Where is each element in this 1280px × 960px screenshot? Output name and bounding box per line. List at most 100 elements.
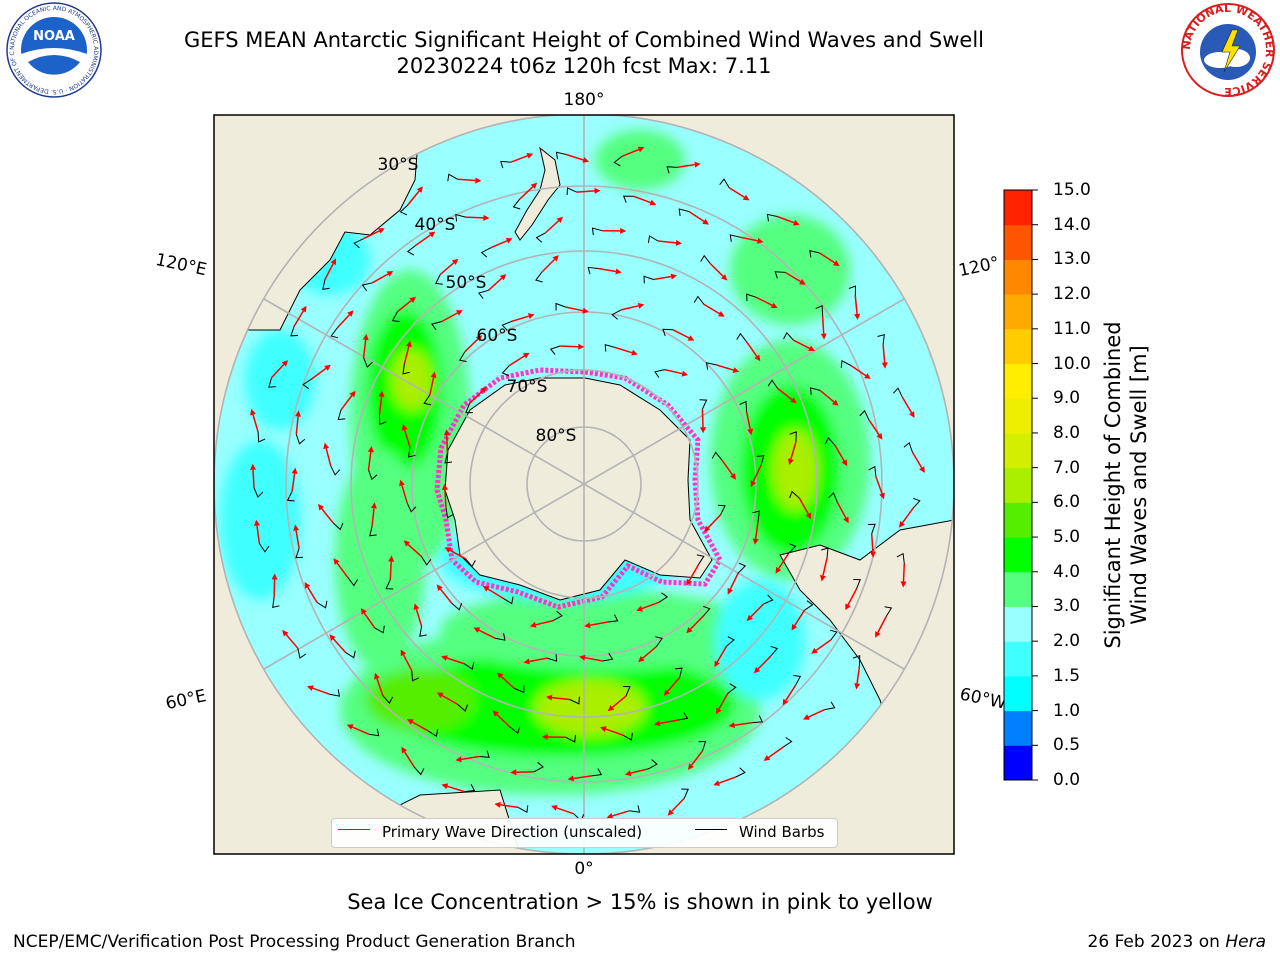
wave-arrow-head (324, 364, 331, 371)
wave-arrow (589, 621, 608, 626)
colorbar-segment (1004, 606, 1032, 642)
wave-arrow-head (879, 492, 885, 500)
wind-barb (535, 271, 543, 283)
colorbar-segment (1004, 224, 1032, 260)
nws-logo-icon: NATIONAL WEATHER SERVICE (1180, 2, 1276, 98)
wind-barb (509, 726, 521, 735)
colorbar-segment (1004, 398, 1032, 434)
wave-arrow (401, 485, 408, 503)
wind-barb (711, 451, 723, 461)
wave-arrow-head (250, 408, 256, 416)
wind-barb (824, 701, 836, 711)
wave-arrow (457, 178, 476, 182)
wave-arrow (565, 306, 584, 312)
wave-arrow-head (615, 268, 622, 275)
colorbar-tick-label: 0.5 (1053, 735, 1081, 756)
wave-arrow (688, 210, 705, 223)
wave-arrow-head (694, 161, 701, 168)
wind-barb (828, 492, 838, 503)
wave-arrow-head (529, 621, 537, 628)
wave-arrow-head (250, 463, 256, 470)
wind-barb (316, 600, 328, 609)
wave-arrow-head (714, 660, 720, 668)
wave-arrow (672, 329, 690, 339)
colorbar-segment (1004, 641, 1032, 677)
wave-arrow-head (716, 707, 722, 715)
chart-title: GEFS MEAN Antarctic Significant Height o… (183, 28, 985, 52)
wave-arrow (415, 234, 431, 247)
wave-arrow (790, 441, 797, 460)
wave-arrow-head (367, 446, 374, 453)
wave-arrow (478, 629, 496, 639)
wave-arrow-head (637, 302, 645, 309)
wave-arrow-head (307, 685, 314, 691)
wave-arrow-head (475, 335, 483, 342)
wave-arrow-head (360, 608, 367, 615)
wave-arrow-head (730, 473, 736, 480)
colorbar-segment (1004, 467, 1032, 503)
wave-arrow (429, 377, 435, 396)
wind-barb (677, 712, 689, 721)
wave-arrow-head (551, 805, 558, 811)
wave-arrow-head (637, 146, 645, 153)
wave-arrow-head (728, 722, 735, 729)
meridian-label-60w: 60°W (958, 684, 1008, 713)
wave-arrow (389, 561, 392, 580)
wind-barb (756, 455, 765, 466)
wave-arrow (519, 186, 534, 200)
wave-arrow-head (687, 763, 694, 770)
wave-arrow-head (349, 390, 356, 398)
wind-barb (643, 275, 654, 284)
wave-arrow-head (742, 194, 750, 201)
wave-arrow (490, 240, 508, 249)
map-frame (213, 114, 955, 855)
wind-barb (622, 686, 631, 697)
wave-arrow-head (323, 442, 330, 450)
colorbar-tick-label: 5.0 (1053, 527, 1081, 548)
wave-arrow-head (620, 227, 627, 234)
wave-arrow (868, 419, 880, 436)
wind-barb (591, 768, 603, 777)
wave-arrow (573, 775, 592, 780)
antarctica-land (444, 377, 713, 601)
wave-arrow (403, 346, 410, 365)
wave-arrow-head (293, 524, 300, 531)
wave-arrow (444, 489, 447, 508)
wind-barb (295, 548, 304, 559)
wind-barb (566, 187, 577, 196)
wind-barb (789, 490, 800, 499)
wave-arrow (834, 444, 845, 462)
wind-barb (382, 695, 394, 704)
wave-arrow (785, 684, 797, 701)
wave-arrow (256, 525, 261, 544)
colorbar-segment (1004, 571, 1032, 607)
wave-arrow (439, 262, 455, 276)
wave-arrow (620, 305, 639, 311)
wave-arrow (396, 300, 412, 313)
wave-arrow (291, 473, 296, 492)
wave-arrow-head (374, 672, 380, 680)
wave-arrow (793, 339, 810, 349)
wind-barb (821, 547, 829, 559)
wave-arrow-head (631, 349, 638, 356)
colorbar-tick-label: 0.0 (1053, 770, 1081, 790)
footer-branch: NCEP/EMC/Verification Post Processing Pr… (13, 932, 576, 952)
wave-arrow-head (436, 584, 443, 591)
wind-barb (363, 357, 373, 368)
colorbar-segment (1004, 675, 1032, 712)
sea-ice-edge (434, 367, 723, 610)
wave-arrow-head (496, 672, 504, 679)
wind-barb (809, 249, 820, 258)
wind-barb (465, 403, 473, 414)
wave-arrow (721, 459, 734, 476)
wave-arrow-head (788, 458, 794, 465)
wave-arrow-head (505, 238, 513, 244)
wind-barb (420, 556, 432, 566)
wave-arrow (584, 656, 603, 662)
colorbar-tick-label: 9.0 (1053, 388, 1081, 409)
wave-arrow (798, 497, 809, 515)
wave-arrow-head (686, 578, 693, 586)
barb-legend-line (695, 829, 727, 830)
wave-arrow (729, 572, 739, 590)
